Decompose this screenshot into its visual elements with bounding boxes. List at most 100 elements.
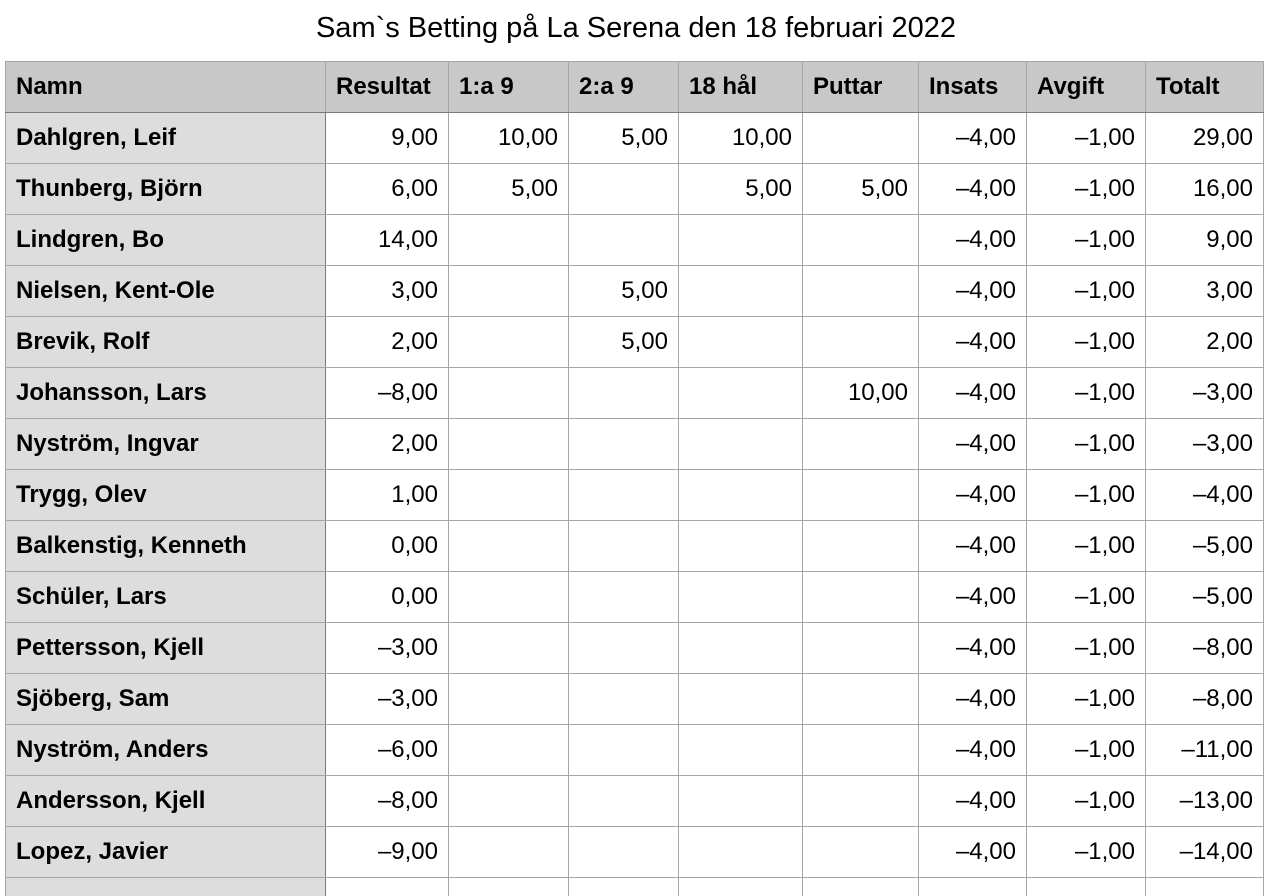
value-cell (802, 418, 919, 470)
empty-cell (1145, 877, 1264, 896)
value-cell: –1,00 (1026, 265, 1146, 317)
table-row: Nyström, Anders –6,00 –4,00 –1,00 –11,00 (5, 724, 1264, 776)
value-cell (802, 571, 919, 623)
value-cell: –4,00 (918, 214, 1027, 266)
empty-cell (325, 877, 449, 896)
player-name-cell: Lindgren, Bo (5, 214, 326, 266)
column-header: 2:a 9 (568, 61, 679, 113)
value-cell (448, 826, 569, 878)
value-cell (568, 673, 679, 725)
empty-cell (678, 877, 803, 896)
value-cell: –4,00 (918, 163, 1027, 215)
table-header: Namn Resultat 1:a 9 2:a 9 18 hål Puttar Insats… (5, 61, 1264, 113)
table-body: Dahlgren, Leif 9,00 10,00 5,00 10,00 –4,00 –1,… (5, 112, 1264, 896)
table-row: Schüler, Lars 0,00 –4,00 –1,00 –5,00 (5, 571, 1264, 623)
value-cell (802, 214, 919, 266)
value-cell (448, 367, 569, 419)
value-cell: 5,00 (568, 265, 679, 317)
value-cell (802, 724, 919, 776)
value-cell (678, 469, 803, 521)
value-cell: –1,00 (1026, 418, 1146, 470)
value-cell: –1,00 (1026, 469, 1146, 521)
value-cell (448, 418, 569, 470)
player-name-cell: Balkenstig, Kenneth (5, 520, 326, 572)
value-cell (678, 673, 803, 725)
value-cell: 29,00 (1145, 112, 1264, 164)
empty-cell (918, 877, 1027, 896)
value-cell (802, 316, 919, 368)
value-cell (678, 724, 803, 776)
value-cell (448, 622, 569, 674)
value-cell: 3,00 (325, 265, 449, 317)
value-cell: –6,00 (325, 724, 449, 776)
column-header: 1:a 9 (448, 61, 569, 113)
value-cell (448, 214, 569, 266)
player-name-cell: Trygg, Olev (5, 469, 326, 521)
table-row: Balkenstig, Kenneth 0,00 –4,00 –1,00 –5,00 (5, 520, 1264, 572)
player-name-cell: Andersson, Kjell (5, 775, 326, 827)
value-cell: –5,00 (1145, 571, 1264, 623)
value-cell (568, 775, 679, 827)
table-row: Lindgren, Bo 14,00 –4,00 –1,00 9,00 (5, 214, 1264, 266)
value-cell (448, 724, 569, 776)
value-cell (678, 418, 803, 470)
value-cell: –1,00 (1026, 316, 1146, 368)
value-cell (448, 673, 569, 725)
value-cell: –1,00 (1026, 520, 1146, 572)
value-cell: –4,00 (918, 571, 1027, 623)
table-row-partial (5, 877, 1264, 896)
value-cell: 5,00 (568, 316, 679, 368)
column-header: Namn (5, 61, 326, 113)
empty-cell (568, 877, 679, 896)
value-cell: –3,00 (1145, 367, 1264, 419)
value-cell: –1,00 (1026, 724, 1146, 776)
value-cell (448, 469, 569, 521)
player-name-cell: Johansson, Lars (5, 367, 326, 419)
value-cell: 2,00 (325, 418, 449, 470)
value-cell: 9,00 (325, 112, 449, 164)
value-cell (568, 520, 679, 572)
value-cell: –9,00 (325, 826, 449, 878)
value-cell: 14,00 (325, 214, 449, 266)
value-cell: –11,00 (1145, 724, 1264, 776)
value-cell: 3,00 (1145, 265, 1264, 317)
value-cell: –3,00 (325, 673, 449, 725)
value-cell: –4,00 (918, 724, 1027, 776)
value-cell: 1,00 (325, 469, 449, 521)
value-cell (802, 469, 919, 521)
value-cell (678, 571, 803, 623)
player-name-cell: Nielsen, Kent-Ole (5, 265, 326, 317)
value-cell (568, 571, 679, 623)
value-cell: –4,00 (918, 112, 1027, 164)
value-cell: –1,00 (1026, 163, 1146, 215)
value-cell: –4,00 (918, 418, 1027, 470)
value-cell: –4,00 (918, 265, 1027, 317)
value-cell (802, 826, 919, 878)
header-row: Namn Resultat 1:a 9 2:a 9 18 hål Puttar Insats… (5, 61, 1264, 113)
value-cell: –4,00 (918, 520, 1027, 572)
value-cell: –4,00 (918, 775, 1027, 827)
value-cell: –4,00 (918, 367, 1027, 419)
value-cell (568, 826, 679, 878)
table-row: Dahlgren, Leif 9,00 10,00 5,00 10,00 –4,00 –1,… (5, 112, 1264, 164)
table-row: Lopez, Javier –9,00 –4,00 –1,00 –14,00 (5, 826, 1264, 878)
table-row: Andersson, Kjell –8,00 –4,00 –1,00 –13,00 (5, 775, 1264, 827)
value-cell: –8,00 (325, 775, 449, 827)
value-cell (568, 367, 679, 419)
column-header: Avgift (1026, 61, 1146, 113)
value-cell: –1,00 (1026, 622, 1146, 674)
table-row: Sjöberg, Sam –3,00 –4,00 –1,00 –8,00 (5, 673, 1264, 725)
value-cell: –4,00 (918, 826, 1027, 878)
value-cell: –13,00 (1145, 775, 1264, 827)
value-cell (568, 214, 679, 266)
value-cell (448, 316, 569, 368)
betting-table: Namn Resultat 1:a 9 2:a 9 18 hål Puttar Insats… (5, 61, 1264, 896)
empty-cell (448, 877, 569, 896)
value-cell: 6,00 (325, 163, 449, 215)
value-cell: 9,00 (1145, 214, 1264, 266)
player-name-cell: Lopez, Javier (5, 826, 326, 878)
value-cell (678, 520, 803, 572)
value-cell: –8,00 (325, 367, 449, 419)
value-cell: –4,00 (918, 469, 1027, 521)
value-cell: –1,00 (1026, 214, 1146, 266)
